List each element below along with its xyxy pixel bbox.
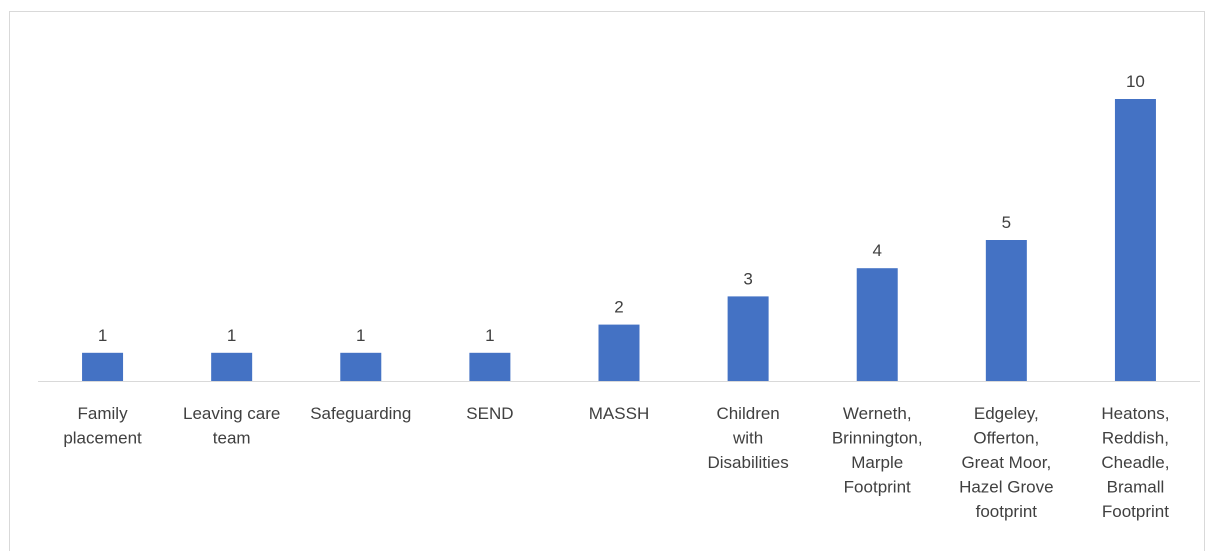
x-tick-label-7: Edgeley, Offerton, Great Moor, Hazel Grove f… — [959, 404, 1053, 521]
data-label-3: 1 — [485, 326, 494, 345]
x-tick-label-8: Heatons, Reddish, Cheadle, Bramall Footprint — [1101, 404, 1169, 521]
data-label-4: 2 — [614, 298, 623, 317]
data-label-0: 1 — [98, 326, 107, 345]
bar-1 — [211, 352, 253, 381]
data-label-2: 1 — [356, 326, 365, 345]
data-label-8: 10 — [1126, 72, 1145, 91]
x-tick-label-6: Werneth, Brinnington, Marple Footprint — [832, 404, 923, 497]
x-tick-label-1: Leaving care team — [183, 404, 280, 448]
data-label-7: 5 — [1002, 213, 1011, 232]
bar-7 — [985, 240, 1027, 381]
bar-6 — [856, 268, 898, 381]
x-tick-label-4: MASSH — [589, 404, 649, 423]
bar-3 — [469, 352, 511, 381]
data-label-5: 3 — [743, 269, 752, 288]
bar-5 — [727, 296, 769, 381]
x-tick-label-0: Family placement — [63, 404, 142, 448]
bar-8 — [1114, 99, 1156, 381]
data-label-1: 1 — [227, 326, 236, 345]
bar-4 — [598, 324, 640, 381]
bar-0 — [82, 352, 124, 381]
x-tick-label-2: Safeguarding — [310, 404, 411, 423]
data-label-6: 4 — [872, 241, 881, 260]
bar-2 — [340, 352, 382, 381]
x-tick-label-3: SEND — [466, 404, 513, 423]
x-tick-label-5: Children with Disabilities — [707, 404, 788, 472]
